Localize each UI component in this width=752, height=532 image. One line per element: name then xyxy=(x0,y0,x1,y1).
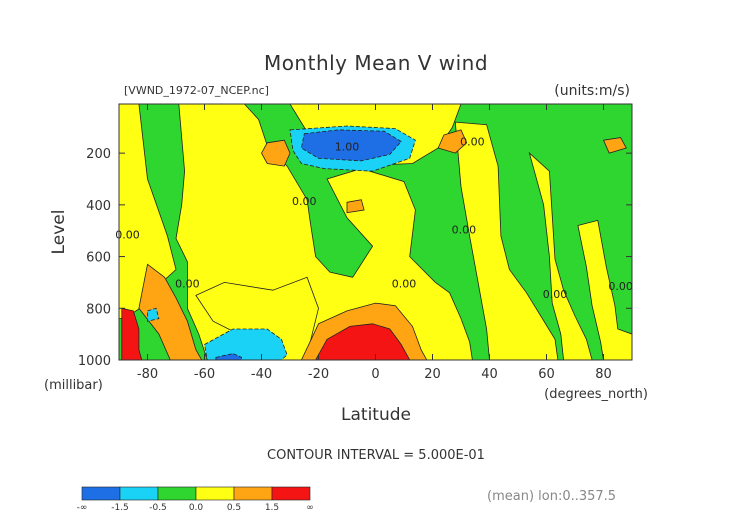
y-tick-label-4: 1000 xyxy=(78,354,111,369)
contour-label-1: 0.00 xyxy=(392,278,417,291)
colorbar-swatch-3 xyxy=(195,486,235,501)
units-label: (units:m/s) xyxy=(554,83,630,99)
colorbar-swatch-2 xyxy=(157,486,197,501)
colorbar-label-4: 0.5 xyxy=(227,503,241,513)
contour-labels: 1.00 0.00 0.00 0.00 0.00 0.00 0.00 0.00 0.00 xyxy=(115,135,633,301)
contour-region-6 xyxy=(528,151,593,360)
x-axis: -80 -60 -40 -20 0 20 40 60 80 xyxy=(137,104,612,382)
x-tick-label-4: 0 xyxy=(371,367,379,382)
x-tick-label-6: 40 xyxy=(481,367,498,382)
y-tick-label-1: 400 xyxy=(86,199,111,214)
colorbar-swatch-4 xyxy=(233,486,273,501)
contour-region-5 xyxy=(454,121,559,360)
contour-region-13 xyxy=(602,137,627,154)
contour-region-11 xyxy=(437,129,468,154)
contour-label-4: 0.00 xyxy=(292,195,317,208)
contour-region-10 xyxy=(261,139,291,167)
y-tick-label-0: 200 xyxy=(86,147,111,162)
contour-region-14 xyxy=(315,323,411,360)
x-axis-label: Latitude xyxy=(341,405,411,425)
x-tick-label-0: -80 xyxy=(137,367,158,382)
contour-label-7: 0.00 xyxy=(543,288,568,301)
colorbar-label-3: 0.0 xyxy=(189,503,204,513)
colorbar-label-0: -∞ xyxy=(77,503,88,513)
contour-region-18 xyxy=(147,307,160,322)
contour-region-17 xyxy=(204,328,288,360)
footer-label: (mean) lon:0..357.5 xyxy=(487,489,616,504)
contour-label-3: 0.00 xyxy=(175,278,200,291)
x-tick-label-8: 80 xyxy=(595,367,612,382)
contour-region-15 xyxy=(121,307,143,360)
y-tick-label-3: 800 xyxy=(86,302,111,317)
x-tick-label-3: -20 xyxy=(308,367,329,382)
contour-region-7 xyxy=(577,219,632,360)
x-tick-label-7: 60 xyxy=(538,367,555,382)
x-axis-units: (degrees_north) xyxy=(544,387,648,402)
colorbar-swatch-5 xyxy=(271,486,311,501)
colorbar-label-5: 1.5 xyxy=(265,503,279,513)
y-axis: 200 400 600 800 1000 xyxy=(78,147,632,369)
contour-region-12 xyxy=(346,199,365,214)
x-tick-label-1: -60 xyxy=(194,367,215,382)
contour-label-8: 0.00 xyxy=(608,280,633,293)
contour-label-2: 0.00 xyxy=(115,228,140,241)
colorbar-label-2: -0.5 xyxy=(149,503,167,513)
source-label: [VWND_1972-07_NCEP.nc] xyxy=(124,84,269,97)
contour-label-5: 0.00 xyxy=(460,135,485,148)
colorbar-swatch-0 xyxy=(81,486,121,501)
contour-region-19 xyxy=(300,129,402,162)
x-tick-label-2: -40 xyxy=(251,367,272,382)
colorbar-label-6: ∞ xyxy=(306,503,314,513)
contour-label-6: 0.00 xyxy=(452,223,477,236)
y-tick-label-2: 600 xyxy=(86,251,111,266)
chart-title: Monthly Mean V wind xyxy=(264,51,488,75)
contour-label-0: 1.00 xyxy=(335,141,360,154)
colorbar: -∞ -1.5 -0.5 0.0 0.5 1.5 ∞ xyxy=(77,486,314,513)
colorbar-swatch-1 xyxy=(119,486,159,501)
y-axis-label: Level xyxy=(49,210,69,255)
colorbar-label-1: -1.5 xyxy=(111,503,129,513)
contour-interval: CONTOUR INTERVAL = 5.000E-01 xyxy=(267,448,485,463)
plot-area xyxy=(119,104,632,360)
x-tick-label-5: 20 xyxy=(424,367,441,382)
y-axis-units: (millibar) xyxy=(44,378,103,393)
contour-region-8 xyxy=(138,263,203,360)
